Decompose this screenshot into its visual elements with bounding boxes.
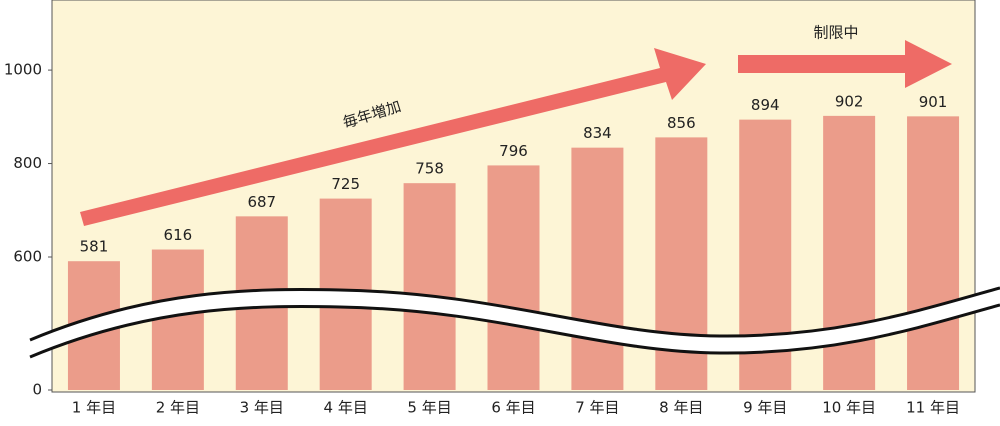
value-label: 758 <box>415 160 444 178</box>
value-label: 894 <box>751 96 780 114</box>
bar <box>487 165 540 390</box>
y-tick-label: 800 <box>13 154 42 172</box>
value-label: 834 <box>583 124 612 142</box>
increase-arrow <box>80 48 706 226</box>
axis-break <box>30 288 1000 357</box>
x-tick-label: 8 年目 <box>659 399 703 417</box>
limit-arrow <box>738 40 952 88</box>
value-label: 687 <box>247 193 276 211</box>
x-tick-label: 1 年目 <box>72 399 116 417</box>
y-tick-label: 0 <box>32 381 42 399</box>
x-tick-label: 7 年目 <box>575 399 619 417</box>
value-label: 616 <box>164 226 193 244</box>
value-label: 796 <box>499 142 528 160</box>
value-label: 901 <box>919 93 948 111</box>
bar <box>571 147 624 390</box>
bar <box>151 249 204 390</box>
value-label: 856 <box>667 114 696 132</box>
value-label: 902 <box>835 92 864 110</box>
bar <box>907 116 960 391</box>
annotation: 制限中 <box>813 24 858 42</box>
bar <box>403 183 456 390</box>
y-tick-label: 1000 <box>4 61 42 79</box>
x-tick-label: 4 年目 <box>324 399 368 417</box>
value-label: 725 <box>331 175 360 193</box>
value-label: 581 <box>80 238 109 256</box>
x-tick-label: 6 年目 <box>491 399 535 417</box>
bar <box>823 115 876 390</box>
x-tick-label: 2 年目 <box>156 399 200 417</box>
x-tick-label: 10 年目 <box>822 399 876 417</box>
x-tick-label: 11 年目 <box>906 399 960 417</box>
break-line <box>29 286 1000 342</box>
y-tick-label: 600 <box>13 248 42 266</box>
break-line <box>29 303 1000 359</box>
x-tick-label: 3 年目 <box>240 399 284 417</box>
x-tick-label: 9 年目 <box>743 399 787 417</box>
x-tick-label: 5 年目 <box>407 399 451 417</box>
